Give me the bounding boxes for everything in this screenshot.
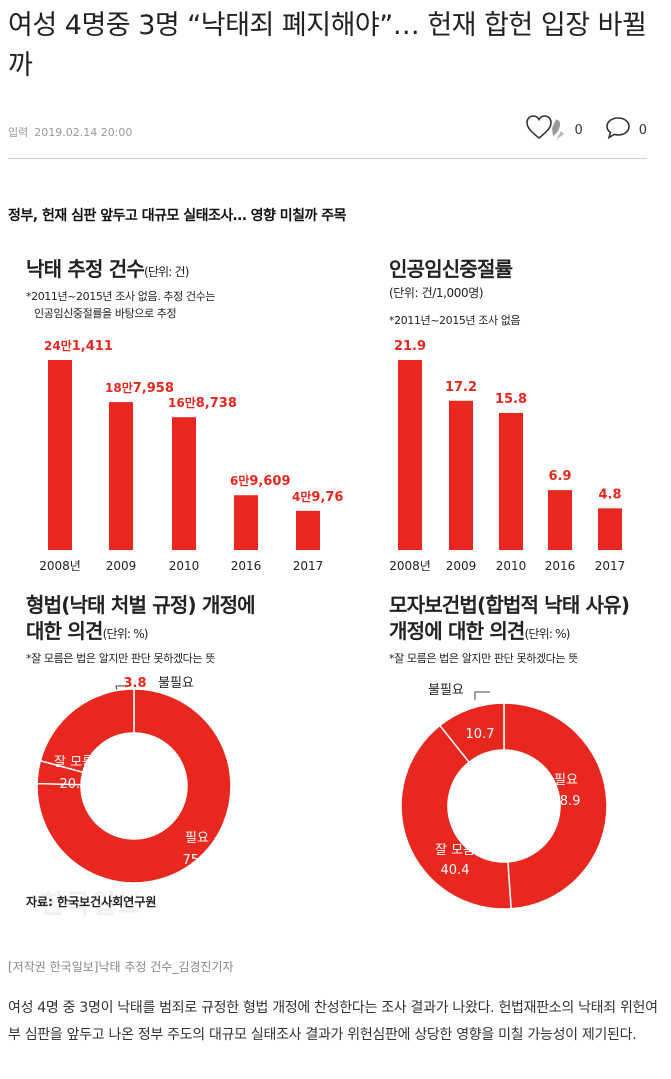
bar-3	[548, 490, 572, 550]
bar-1	[109, 402, 133, 550]
chart1-title-text: 낙태 추정 건수	[26, 257, 145, 281]
infographic-source: 자료: 한국보건사회연구원	[26, 895, 157, 909]
chart2-title: 인공임신중절률	[389, 257, 513, 281]
x-tick-label-1: 2009	[106, 559, 137, 573]
chart1-note: *2011년~2015년 조사 없음. 추정 건수는 인공임신중절률을 바탕으로…	[26, 288, 216, 322]
slice-0	[36, 688, 232, 884]
bar-value-label-0: 21.9	[394, 339, 426, 354]
chart3-title-line1: 형법(낙태 처벌 규정) 개정에	[26, 593, 256, 617]
donut-chart-maternal-health-law: 필요 48.9 잘 모름 40.4 불필요 10.7	[400, 683, 608, 910]
bar-0	[398, 360, 422, 550]
slice-value-2: 10.7	[466, 727, 495, 742]
bar-value-label-3: 6만9,609	[230, 473, 291, 489]
x-tick-label-3: 2016	[545, 559, 576, 573]
bar-2	[172, 417, 196, 550]
newspaper-watermark: 한국일보	[40, 890, 144, 920]
x-tick-label-3: 2016	[231, 559, 262, 573]
slice-value-2: 20.8	[60, 777, 89, 792]
chart3-title: 형법(낙태 처벌 규정) 개정에 대한 의견(단위: %)	[26, 592, 256, 647]
x-tick-label-4: 2017	[595, 559, 626, 573]
like-button[interactable]: 0	[526, 114, 583, 146]
chart4-title: 모자보건법(합법적 낙태 사유) 개정에 대한 의견(단위: %)	[389, 592, 630, 647]
bar-chart-abortion-count: 24만1,411 2008년 18만7,958 2009 16만8,738 2010 6만9…	[39, 338, 344, 573]
bar-value-label-0: 24만1,411	[44, 338, 113, 354]
chart1-note-line2: 인공임신중절률을 바탕으로 추정	[34, 307, 177, 320]
article-actions: 0 0	[526, 114, 647, 146]
date-label: 입력	[8, 126, 29, 139]
comment-count: 0	[638, 122, 647, 138]
bar-3	[234, 495, 258, 550]
slice-value-0: 48.9	[552, 794, 581, 809]
bar-0	[48, 360, 72, 550]
slice-0	[503, 702, 608, 910]
comment-button[interactable]: 0	[605, 116, 647, 144]
slice-label-1: 잘 모름	[435, 843, 475, 858]
bar-value-label-4: 4만9,764	[292, 489, 344, 505]
infographic-subtitle: 정부, 헌재 심판 앞두고 대규모 실태조사… 영향 미칠까 주목	[8, 208, 347, 224]
x-tick-label-0: 2008년	[389, 559, 431, 573]
chart1-unit: (단위: 건)	[143, 265, 190, 279]
x-tick-label-2: 2010	[169, 559, 200, 573]
chart4-title-line1: 모자보건법(합법적 낙태 사유)	[389, 593, 630, 617]
publish-date: 입력 2019.02.14 20:00	[8, 124, 138, 140]
chart3-title-line2: 대한 의견	[26, 619, 103, 643]
infographic: 정부, 헌재 심판 앞두고 대규모 실태조사… 영향 미칠까 주목 낙태 추정 …	[0, 196, 660, 940]
article-body: 여성 4명 중 3명이 낙태를 범죄로 규정한 형법 개정에 찬성한다는 조사 …	[8, 1000, 658, 1043]
slice-value-1: 40.4	[441, 863, 470, 878]
x-tick-label-2: 2010	[496, 559, 527, 573]
x-tick-label-1: 2009	[446, 559, 477, 573]
bar-value-label-3: 6.9	[548, 469, 571, 484]
chart1-title: 낙태 추정 건수(단위: 건)	[26, 256, 189, 285]
chart4-note: *잘 모름은 법은 알지만 판단 못하겠다는 뜻	[389, 652, 578, 665]
article-headline: 여성 4명중 3명 “낙태죄 폐지해야”… 헌재 합헌 입장 바뀔까	[8, 10, 647, 81]
like-count: 0	[574, 122, 583, 138]
x-tick-label-0: 2008년	[39, 559, 81, 573]
chart4-unit: (단위: %)	[524, 627, 571, 641]
leader-line-2	[474, 691, 490, 700]
chart3-note: *잘 모름은 법은 알지만 판단 못하겠다는 뜻	[26, 652, 215, 665]
donut-chart-criminal-law: 필요 75.4 불필요 3.8 잘 모름 20.8	[36, 676, 232, 884]
slice-1	[400, 724, 512, 910]
bar-value-label-1: 18만7,958	[105, 380, 174, 396]
slice-label-1: 불필요	[158, 676, 194, 691]
chart4-title-line2: 개정에 대한 의견	[389, 619, 525, 643]
slice-2	[39, 688, 135, 774]
slice-label-2: 잘 모름	[54, 755, 94, 770]
header-divider	[8, 158, 647, 159]
image-caption: [저작권 한국일보]낙태 추정 건수_김경진기자	[8, 960, 234, 974]
slice-value-0: 75.4	[183, 853, 212, 868]
chart1-note-line1: *2011년~2015년 조사 없음. 추정 건수는	[26, 290, 216, 303]
chart3-unit: (단위: %)	[102, 627, 149, 641]
chart2-note: *2011년~2015년 조사 없음	[389, 314, 521, 327]
speech-bubble-icon	[605, 116, 631, 144]
slice-label-2: 불필요	[428, 683, 464, 698]
slice-value-1: 3.8	[123, 676, 146, 691]
slice-label-0: 필요	[185, 831, 209, 846]
bar-value-label-2: 16만8,738	[168, 395, 237, 411]
bar-value-label-1: 17.2	[445, 380, 477, 395]
x-tick-label-4: 2017	[293, 559, 324, 573]
slice-2	[438, 702, 505, 764]
slice-label-0: 필요	[554, 773, 578, 788]
heart-icon	[526, 114, 566, 146]
chart2-unit: (단위: 건/1,000명)	[389, 286, 484, 300]
bar-1	[449, 400, 473, 550]
bar-4	[296, 510, 320, 550]
bar-value-label-2: 15.8	[495, 392, 527, 407]
bar-4	[598, 508, 622, 550]
bar-2	[499, 412, 523, 550]
date-value: 2019.02.14 20:00	[34, 126, 133, 139]
bar-chart-abortion-rate: 21.9 2008년 17.2 2009 15.8 2010 6.9 2016 4.8 2017	[389, 339, 626, 573]
bar-value-label-4: 4.8	[598, 487, 621, 502]
